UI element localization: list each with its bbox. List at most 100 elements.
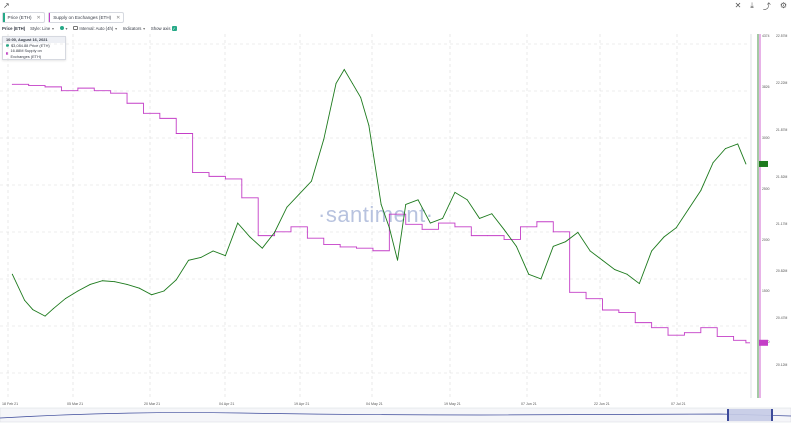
supply-data-point — [159, 117, 161, 119]
x-tick-label: 04 Apr 21 — [219, 402, 234, 406]
price-data-point — [102, 280, 103, 282]
price-data-point — [454, 191, 456, 193]
supply-data-point — [536, 221, 538, 223]
price-data-point — [429, 222, 431, 224]
gear-icon[interactable]: ⚙ — [779, 1, 787, 10]
navigator-line — [0, 412, 791, 419]
supply-axis-tick: 20.82M — [776, 269, 787, 273]
price-data-point — [614, 269, 616, 271]
tooltip-value: 16.88M Supply on Exchanges (ETH) — [10, 48, 42, 59]
price-data-point — [589, 250, 591, 252]
supply-data-point — [634, 322, 636, 324]
x-tick-label: 18 Feb 21 — [2, 402, 18, 406]
x-tick-label: 07 Jun 21 — [521, 402, 537, 406]
metric-tab-price[interactable]: Price (ETH) ✕ — [2, 12, 45, 23]
close-icon[interactable]: ✕ — [36, 14, 41, 21]
price-data-point — [352, 83, 353, 84]
supply-data-point — [618, 312, 620, 313]
supply-data-point — [667, 334, 669, 336]
show-axis-toggle[interactable]: Show axis ✓ — [151, 26, 177, 31]
supply-data-point — [745, 342, 747, 344]
supply-data-point — [241, 197, 243, 199]
share-icon[interactable]: ⤴ — [762, 2, 771, 11]
close-icon[interactable]: ✕ — [116, 14, 121, 21]
color-picker[interactable]: ▼ — [59, 26, 68, 31]
metric-tab-label: Supply on Exchanges (ETH) — [53, 15, 112, 20]
interval-dropdown[interactable]: Interval: Auto (4h)▼ — [73, 26, 118, 31]
supply-data-point — [339, 246, 341, 248]
price-axis-tick: 3000 — [762, 136, 770, 140]
supply-data-point — [683, 332, 685, 334]
price-data-point — [712, 162, 714, 164]
price-data-point — [114, 281, 116, 283]
supply-axis-tick: 21.52M — [776, 175, 787, 179]
tooltip-swatch — [6, 43, 9, 47]
time-navigator[interactable] — [0, 407, 791, 423]
price-axis-tick: 2000 — [762, 238, 770, 242]
metric-tab-label: Price (ETH) — [7, 15, 32, 20]
checkbox-icon: ✓ — [171, 26, 177, 31]
x-tick-label: 22 Jun 21 — [594, 402, 610, 406]
price-data-point — [503, 229, 505, 231]
price-series-line — [11, 68, 747, 317]
supply-data-point — [487, 235, 489, 237]
supply-data-point — [61, 90, 62, 92]
supply-data-point — [192, 172, 194, 174]
price-data-point — [700, 190, 702, 191]
supply-data-point — [126, 102, 128, 104]
chart-settings-row: Price (ETH) Style: Line▼ ▼ Interval: Aut… — [2, 26, 177, 31]
price-data-point — [212, 250, 214, 252]
price-data-point — [44, 315, 46, 317]
price-data-point — [651, 250, 653, 252]
price-data-point — [311, 180, 312, 182]
close-icon[interactable]: ✕ — [734, 1, 742, 10]
supply-data-point — [306, 237, 308, 239]
style-dropdown[interactable]: Style: Line▼ — [30, 26, 55, 31]
download-icon[interactable]: ⤓ — [750, 1, 754, 10]
color-dot-icon — [59, 26, 64, 30]
indicators-dropdown[interactable]: Indicators▼ — [123, 26, 146, 31]
chevron-down-icon: ▼ — [114, 27, 118, 31]
metric-color-bar — [3, 13, 5, 22]
tooltip-swatch — [6, 52, 9, 56]
price-data-point — [335, 83, 337, 84]
supply-data-point — [372, 250, 374, 252]
price-data-point — [151, 294, 153, 296]
supply-data-point — [421, 228, 423, 230]
price-data-point — [52, 308, 54, 310]
x-tick-label: 05 Mar 21 — [67, 402, 83, 406]
navigator-handle-right[interactable] — [771, 409, 773, 421]
price-data-point — [602, 259, 603, 261]
supply-data-point — [323, 244, 325, 245]
price-axis-tick: 1500 — [762, 289, 770, 293]
supply-data-point — [520, 226, 521, 228]
supply-data-point — [700, 327, 702, 329]
tooltip-row-supply: 16.88M Supply on Exchanges (ETH) — [3, 48, 65, 59]
supply-data-point — [651, 327, 653, 329]
price-data-point — [745, 163, 747, 165]
price-data-point — [388, 227, 390, 229]
price-data-point — [360, 96, 362, 98]
settings-metric-label: Price (ETH) — [2, 26, 26, 31]
calendar-icon — [73, 26, 79, 30]
supply-data-point — [93, 90, 95, 92]
price-data-point — [552, 245, 554, 247]
expand-icon[interactable]: ↗ — [3, 1, 10, 10]
price-data-point — [32, 309, 34, 311]
navigator-handle-left[interactable] — [727, 409, 729, 421]
metric-tab-supply[interactable]: Supply on Exchanges (ETH) ✕ — [47, 12, 125, 23]
supply-data-point — [733, 339, 735, 341]
price-data-point — [200, 257, 202, 258]
supply-data-point — [438, 222, 439, 224]
interval-label: Interval: Auto (4h) — [79, 26, 114, 31]
top-bar: ↗ ✕ ⤓ ⤴ ⚙ — [0, 0, 791, 12]
price-axis-tick: 4374 — [762, 34, 770, 38]
price-data-point — [442, 217, 444, 219]
price-data-point — [663, 236, 665, 238]
price-data-point — [380, 203, 382, 205]
supply-axis-tick: 20.12M — [776, 363, 787, 367]
navigator-selection — [728, 409, 772, 421]
price-data-point — [11, 273, 13, 275]
price-data-point — [163, 290, 165, 292]
